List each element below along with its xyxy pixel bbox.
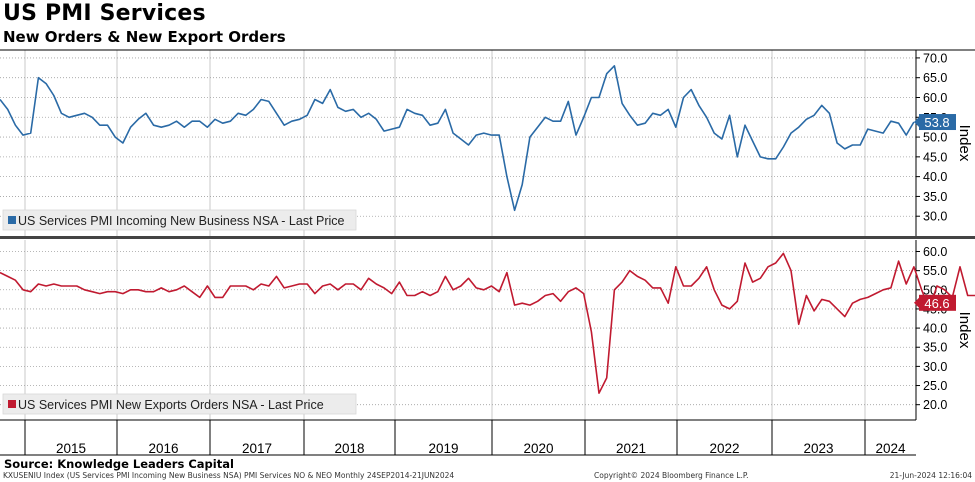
x-year-label: 2023 bbox=[803, 441, 833, 456]
legend-label: US Services PMI New Exports Orders NSA -… bbox=[18, 398, 324, 412]
x-year-label: 2020 bbox=[523, 441, 553, 456]
series-line bbox=[0, 65, 915, 212]
y-tick-label: 60.0 bbox=[923, 245, 947, 259]
legend-box bbox=[2, 209, 357, 231]
y-tick-label: 55.0 bbox=[923, 264, 947, 278]
x-year-label: 2016 bbox=[148, 441, 178, 456]
y-tick-label: 30.0 bbox=[923, 210, 947, 224]
x-year-label: 2024 bbox=[875, 441, 906, 456]
x-year-label: 2018 bbox=[334, 441, 364, 456]
legend-box bbox=[2, 393, 357, 415]
y-tick-label: 20.0 bbox=[923, 398, 947, 412]
x-year-label: 2019 bbox=[428, 441, 458, 456]
legend-swatch bbox=[8, 216, 16, 224]
footer-timestamp: 21-Jun-2024 12:16:04 bbox=[889, 471, 972, 480]
last-value-label: 53.8 bbox=[924, 115, 949, 130]
y-tick-label: 30.0 bbox=[923, 360, 947, 374]
last-value-flag bbox=[919, 294, 956, 311]
last-value-label: 46.6 bbox=[924, 296, 949, 311]
x-year-label: 2015 bbox=[56, 441, 86, 456]
y-tick-label: 45.0 bbox=[923, 150, 947, 164]
y-tick-label: 50.0 bbox=[923, 131, 947, 145]
x-year-label: 2022 bbox=[709, 441, 739, 456]
y-tick-label: 25.0 bbox=[923, 379, 947, 393]
x-year-label: 2017 bbox=[242, 441, 272, 456]
source-note: Source: Knowledge Leaders Capital bbox=[4, 457, 234, 471]
last-value-flag bbox=[919, 114, 956, 131]
footer-ticker-info: KXUSENIU Index (US Services PMI Incoming… bbox=[3, 471, 455, 480]
y-tick-label: 70.0 bbox=[923, 51, 947, 65]
y-tick-label: 40.0 bbox=[923, 322, 947, 336]
legend-swatch bbox=[8, 400, 16, 408]
last-value-flag-arrow bbox=[914, 297, 919, 308]
y-tick-label: 35.0 bbox=[923, 190, 947, 204]
y-tick-label: 60.0 bbox=[923, 91, 947, 105]
legend-label: US Services PMI Incoming New Business NS… bbox=[18, 214, 345, 228]
footer-copyright: Copyright© 2024 Bloomberg Finance L.P. bbox=[594, 471, 749, 480]
chart-subtitle: New Orders & New Export Orders bbox=[3, 28, 286, 46]
y-axis-title: Index bbox=[956, 125, 973, 162]
last-value-flag-arrow bbox=[914, 117, 919, 128]
chart-title: US PMI Services bbox=[3, 1, 206, 26]
y-tick-label: 35.0 bbox=[923, 341, 947, 355]
y-tick-label: 40.0 bbox=[923, 170, 947, 184]
y-axis-title: Index bbox=[956, 312, 973, 349]
x-year-label: 2021 bbox=[616, 441, 646, 456]
series-line bbox=[0, 252, 975, 395]
y-tick-label: 65.0 bbox=[923, 71, 947, 85]
